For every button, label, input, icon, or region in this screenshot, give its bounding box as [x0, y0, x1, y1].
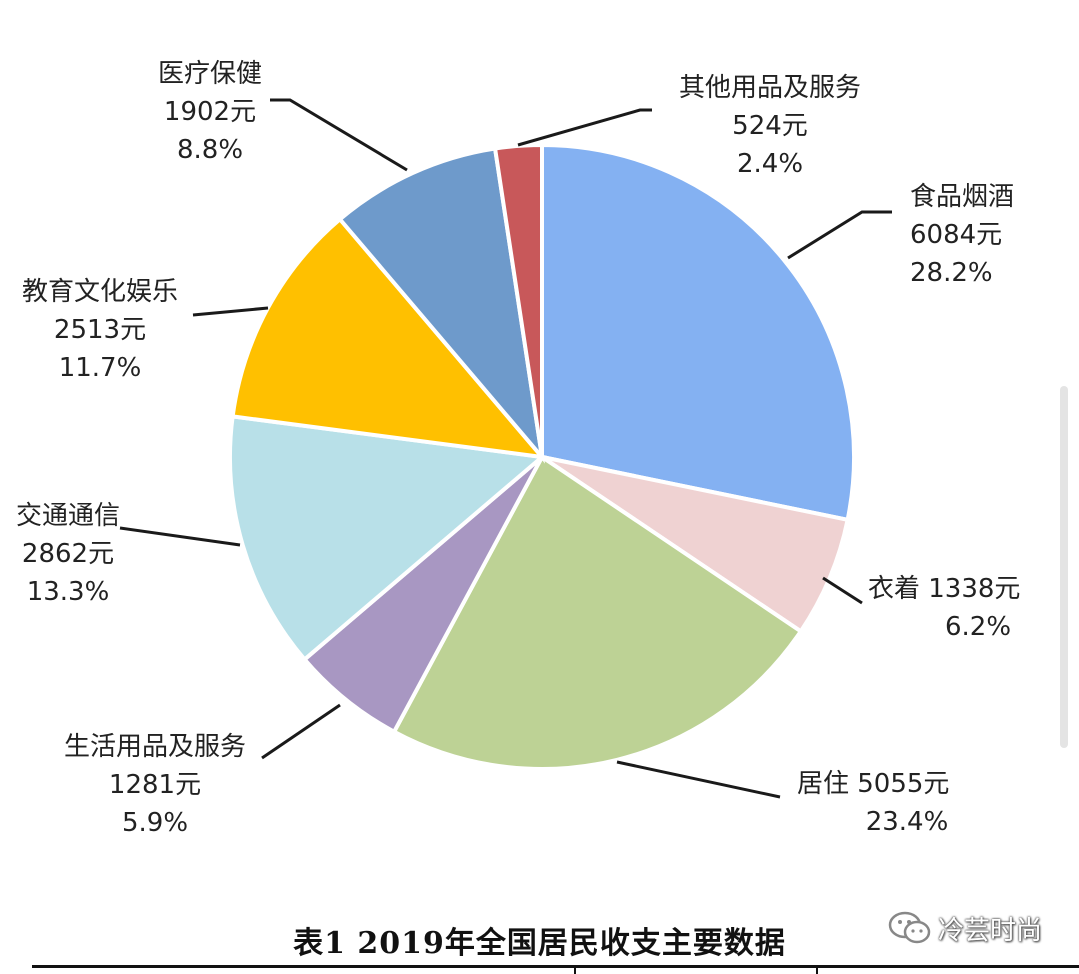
watermark-text: 冷芸时尚 — [938, 915, 1043, 946]
watermark: 冷芸时尚 — [888, 908, 1068, 948]
slice-label: 医疗保健 1902元 8.8% — [158, 59, 262, 165]
slice-label: 交通通信 2862元 13.3% — [16, 501, 120, 607]
leader-line — [192, 306, 269, 317]
leader-line — [517, 108, 652, 147]
leader-line — [822, 576, 863, 605]
leader-line — [787, 210, 892, 260]
slice-label: 教育文化娱乐 2513元 11.7% — [22, 277, 178, 383]
leader-line — [119, 526, 241, 547]
wechat-icon — [888, 911, 931, 944]
table-column-divider — [574, 965, 576, 974]
pie-slice-3 — [391, 454, 804, 771]
pie-slice-5 — [228, 414, 547, 663]
slice-label: 食品烟酒 6084元 28.2% — [910, 182, 1014, 288]
slice-label: 衣着 1338元 6.2% — [868, 574, 1020, 642]
pie-slice-1 — [540, 142, 856, 523]
leader-line — [261, 703, 341, 760]
leader-lines — [119, 98, 892, 799]
table-caption: 表1 2019年全国居民收支主要数据 — [293, 926, 786, 961]
slice-label: 居住 5055元 23.4% — [797, 769, 949, 837]
pie-slices — [228, 142, 856, 771]
slice-labels: 食品烟酒 6084元 28.2% 衣着 1338元 6.2% 居住 5055元 23.4% 生… — [16, 59, 1020, 838]
slice-label: 其他用品及服务 524元 2.4% — [679, 73, 861, 179]
pie-slice-7 — [337, 146, 546, 464]
slice-label: 生活用品及服务 1281元 5.9% — [64, 732, 246, 838]
table-column-divider — [816, 965, 818, 974]
leader-line — [270, 98, 408, 172]
table-top-rule — [32, 965, 1079, 968]
pie-slice-2 — [540, 455, 850, 635]
scrollbar[interactable] — [1060, 386, 1068, 748]
leader-line — [616, 760, 781, 799]
